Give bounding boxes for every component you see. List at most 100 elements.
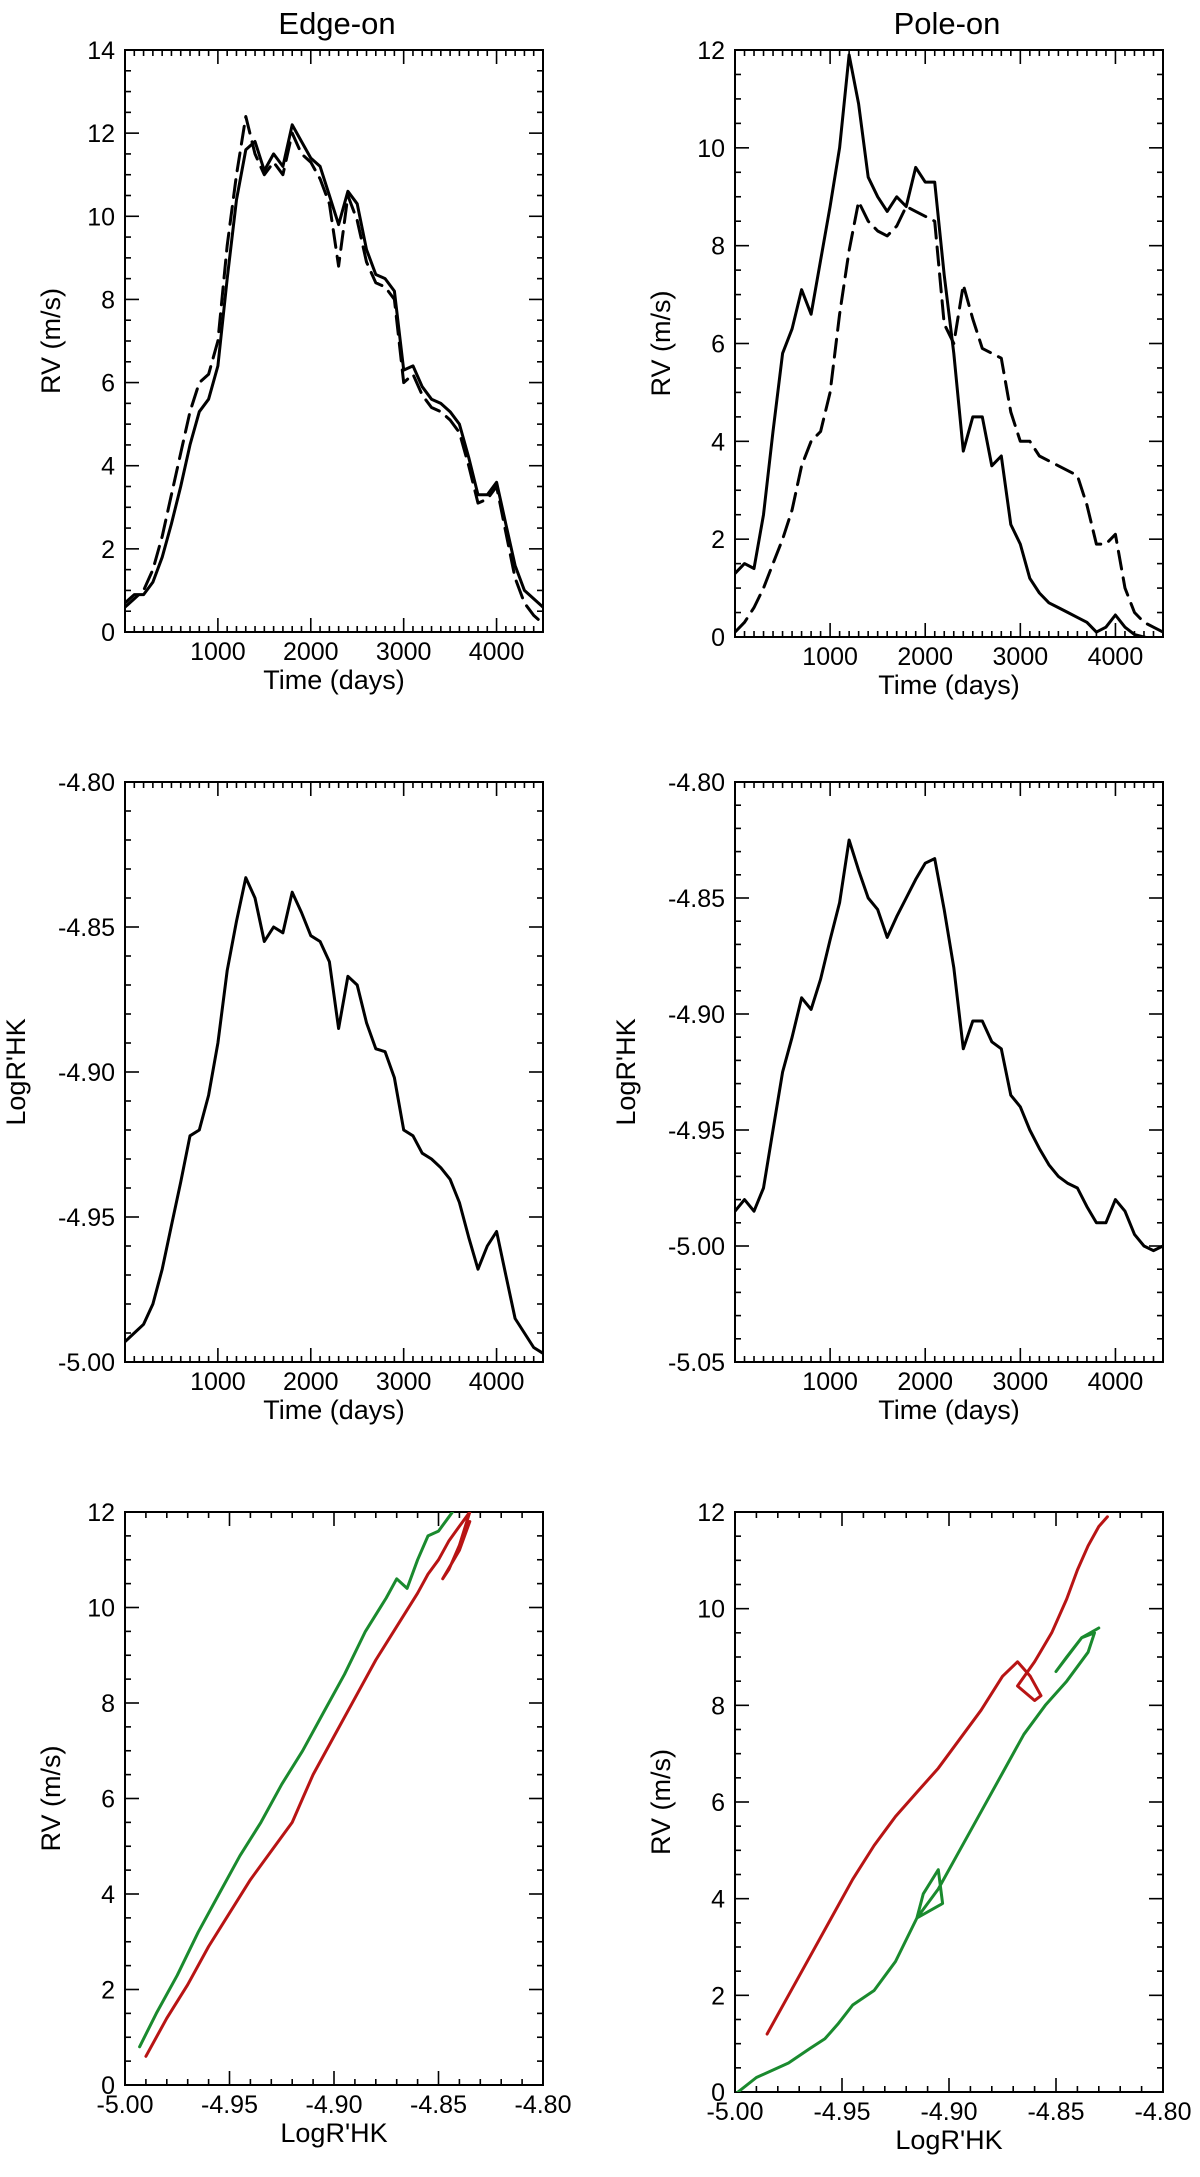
y-tick-label: 0 (101, 619, 115, 647)
y-tick-label: -4.95 (58, 1204, 115, 1232)
x-tick-label: 4000 (469, 1368, 525, 1396)
x-tick-label: 2000 (283, 638, 339, 666)
x-tick-label: -4.80 (515, 2091, 572, 2119)
y-tick-label: -5.05 (668, 1349, 725, 1377)
y-tick-label: -4.85 (668, 885, 725, 913)
x-tick-label: -4.95 (814, 2098, 871, 2126)
y-tick-label: 10 (87, 203, 115, 231)
chart-rv-vs-hk-pole: -5.00 -4.95 -4.90 -4.85 -4.80 0 2 4 6 8 10 12 LogR'H… (646, 1499, 1191, 2155)
x-tick-label: 3000 (376, 1368, 432, 1396)
y-tick-label: 4 (711, 1886, 725, 1914)
series-line-red (765, 1515, 1109, 2036)
y-axis-label: RV (m/s) (36, 1746, 66, 1852)
x-axis-label: Time (days) (878, 670, 1020, 700)
x-tick-label: -5.00 (707, 2098, 764, 2126)
y-tick-label: 12 (697, 1499, 725, 1527)
x-tick-label: 4000 (1088, 1368, 1144, 1396)
x-tick-label: -4.90 (921, 2098, 978, 2126)
chart-hk-pole: 1000 2000 3000 4000 -5.05 -5.00 -4.95 -4.90 -4.8… (611, 769, 1164, 1425)
x-axis-label: LogR'HK (895, 2125, 1002, 2155)
y-tick-label: 4 (101, 453, 115, 481)
y-tick-label: -4.85 (58, 914, 115, 942)
series-line-dashed (735, 200, 1163, 634)
x-tick-label: 4000 (1088, 643, 1144, 671)
series-line-red (144, 1512, 472, 2058)
x-tick-label: -4.85 (1028, 2098, 1085, 2126)
chart-rv-edge: 1000 2000 3000 4000 0 2 4 6 8 10 12 14 Time (days) RV… (36, 37, 544, 695)
y-axis-label: LogR'HK (611, 1018, 641, 1125)
plot-frame (124, 1511, 544, 2086)
y-tick-label: 8 (101, 286, 115, 314)
x-tick-label: -5.00 (97, 2091, 154, 2119)
y-tick-label: 4 (101, 1881, 115, 1909)
y-tick-label: 0 (101, 2072, 115, 2100)
y-tick-label: -4.95 (668, 1117, 725, 1145)
y-tick-label: -4.90 (668, 1001, 725, 1029)
y-axis-label: RV (m/s) (36, 288, 66, 394)
y-tick-label: 2 (711, 1982, 725, 2010)
x-tick-label: 4000 (469, 638, 525, 666)
y-tick-label: 0 (711, 624, 725, 652)
x-axis-label: Time (days) (263, 665, 405, 695)
chart-rv-pole: 1000 2000 3000 4000 0 2 4 6 8 10 12 Time (days) RV (… (646, 37, 1164, 700)
x-tick-label: 3000 (993, 1368, 1049, 1396)
x-tick-label: -4.85 (410, 2091, 467, 2119)
y-tick-label: 2 (101, 536, 115, 564)
y-tick-label: 2 (101, 1977, 115, 2005)
plot-frame (734, 1511, 1164, 2093)
y-tick-label: 12 (87, 120, 115, 148)
x-tick-label: -4.90 (306, 2091, 363, 2119)
y-axis-label: LogR'HK (1, 1018, 31, 1125)
series-line-green (138, 1512, 455, 2049)
y-tick-label: 10 (697, 1596, 725, 1624)
x-tick-label: -4.95 (201, 2091, 258, 2119)
y-tick-label: 6 (101, 1786, 115, 1814)
y-tick-label: 14 (87, 37, 115, 65)
series-line-solid (125, 876, 543, 1355)
y-tick-label: 10 (697, 135, 725, 163)
y-tick-label: 2 (711, 526, 725, 554)
plot-frame (124, 781, 544, 1363)
y-tick-label: -4.80 (668, 769, 725, 797)
chart-hk-edge: 1000 2000 3000 4000 -5.00 -4.95 -4.90 -4.85 -4.8… (1, 769, 544, 1425)
x-axis-label: Time (days) (878, 1395, 1020, 1425)
y-tick-label: 6 (711, 1789, 725, 1817)
y-tick-label: 8 (101, 1690, 115, 1718)
y-tick-label: 6 (711, 331, 725, 359)
plot-frame (734, 781, 1164, 1363)
x-tick-label: 3000 (993, 643, 1049, 671)
plot-frame (734, 49, 1164, 638)
y-tick-label: 12 (87, 1499, 115, 1527)
series-line-solid (735, 838, 1163, 1253)
y-tick-label: 10 (87, 1595, 115, 1623)
x-tick-label: 1000 (802, 1368, 858, 1396)
plot-frame (124, 49, 544, 633)
x-tick-label: 1000 (190, 638, 246, 666)
y-tick-label: 0 (711, 2079, 725, 2107)
column-title-pole-on: Pole-on (894, 6, 1001, 41)
y-tick-label: 12 (697, 37, 725, 65)
y-tick-label: -5.00 (668, 1233, 725, 1261)
x-tick-label: 2000 (283, 1368, 339, 1396)
y-tick-label: 6 (101, 370, 115, 398)
y-tick-label: 8 (711, 1692, 725, 1720)
x-axis-label: Time (days) (263, 1395, 405, 1425)
column-title-edge-on: Edge-on (278, 6, 395, 41)
x-tick-label: -4.80 (1135, 2098, 1192, 2126)
y-axis-label: RV (m/s) (646, 1749, 676, 1855)
y-axis-label: RV (m/s) (646, 291, 676, 397)
x-tick-label: 2000 (897, 643, 953, 671)
y-tick-label: 8 (711, 233, 725, 261)
series-line-solid (125, 123, 543, 609)
chart-rv-vs-hk-edge: -5.00 -4.95 -4.90 -4.85 -4.80 0 2 4 6 8 10 12 LogR'H… (36, 1499, 571, 2148)
x-tick-label: 2000 (897, 1368, 953, 1396)
series-line-green (735, 1626, 1101, 2092)
x-tick-label: 1000 (190, 1368, 246, 1396)
x-axis-label: LogR'HK (280, 2118, 387, 2148)
y-tick-label: 4 (711, 428, 725, 456)
x-tick-label: 1000 (802, 643, 858, 671)
y-tick-label: -4.90 (58, 1059, 115, 1087)
y-tick-label: -5.00 (58, 1349, 115, 1377)
y-tick-label: -4.80 (58, 769, 115, 797)
